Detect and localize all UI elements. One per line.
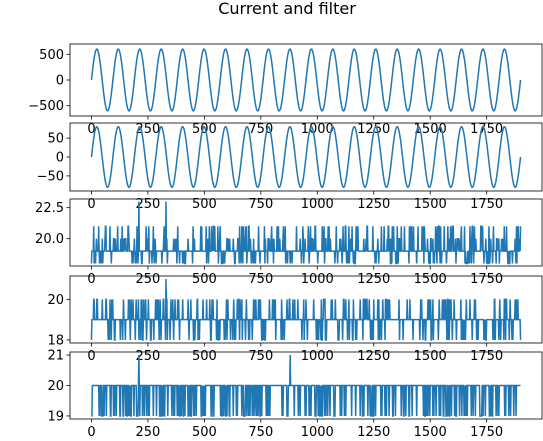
x-tick-label: 0 [87, 425, 95, 440]
x-tick-label: 500 [192, 272, 217, 287]
x-tick-label: 500 [192, 349, 217, 364]
x-tick-label: 250 [135, 122, 160, 137]
x-tick-label: 1750 [470, 122, 503, 137]
series-line [91, 279, 520, 340]
y-tick-label: 18 [47, 333, 64, 348]
y-tick-label: 21 [47, 349, 64, 364]
x-tick-label: 1250 [357, 425, 390, 440]
y-tick-label: 20 [47, 379, 64, 394]
x-tick-label: 1000 [301, 272, 334, 287]
y-tick-label: 50 [47, 132, 64, 147]
subplot-3: 0 250 500 750 1000 1250 1500 1750 22.5 20.0 [35, 199, 542, 287]
x-tick-label: 500 [192, 122, 217, 137]
y-tick-label: 20 [47, 293, 64, 308]
series-line [91, 49, 520, 111]
y-tick-label: −500 [28, 99, 64, 114]
x-tick-label: 1250 [357, 349, 390, 364]
x-tick-label: 1000 [301, 349, 334, 364]
y-tick-label: 22.5 [35, 201, 64, 216]
x-tick-label: 1750 [470, 272, 503, 287]
x-tick-label: 0 [87, 272, 95, 287]
x-tick-label: 750 [248, 349, 273, 364]
subplot-5: 0 250 500 750 1000 1250 1500 1750 21 20 19 [47, 349, 542, 440]
x-tick-label: 750 [248, 272, 273, 287]
series-line [91, 355, 520, 416]
x-tick-label: 750 [248, 425, 273, 440]
y-tick-label: −50 [37, 169, 64, 184]
x-tick-label: 1000 [301, 122, 334, 137]
x-tick-label: 250 [135, 272, 160, 287]
x-tick-label: 1250 [357, 272, 390, 287]
x-tick-label: 500 [192, 425, 217, 440]
x-tick-label: 250 [135, 425, 160, 440]
y-tick-label: 0 [56, 74, 64, 89]
y-tick-label: 0 [56, 151, 64, 166]
y-tick-label: 20.0 [35, 232, 64, 247]
figure-title: Current and filter [218, 0, 356, 18]
x-tick-label: 1000 [301, 425, 334, 440]
x-tick-label: 1750 [470, 425, 503, 440]
y-tick-label: 500 [39, 48, 64, 63]
y-tick-label: 19 [47, 409, 64, 424]
x-tick-label: 1500 [414, 272, 447, 287]
x-tick-label: 1500 [414, 349, 447, 364]
x-tick-label: 1500 [414, 425, 447, 440]
x-tick-label: 0 [87, 349, 95, 364]
x-tick-label: 1750 [470, 349, 503, 364]
